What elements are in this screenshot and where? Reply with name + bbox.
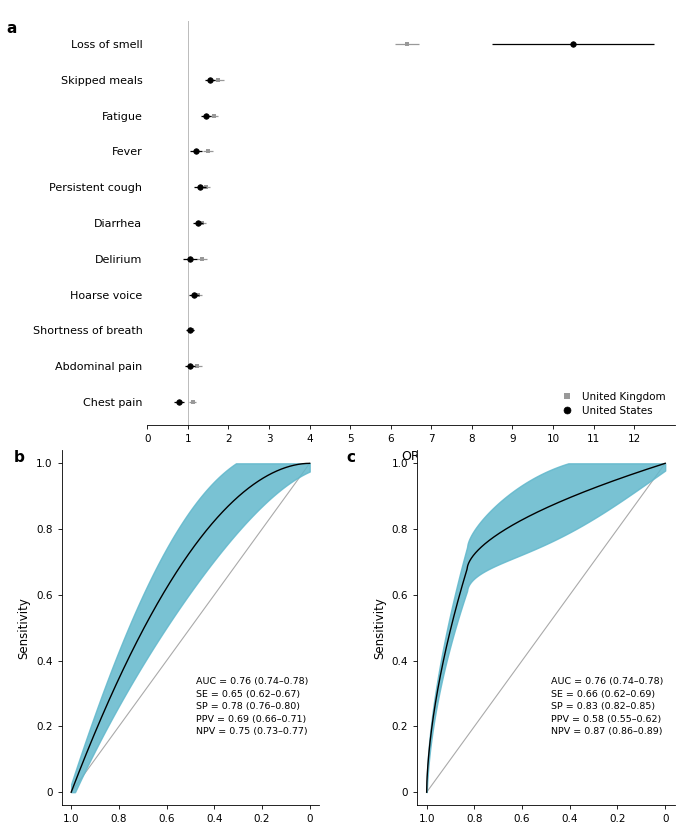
Y-axis label: Sensitivity: Sensitivity: [373, 597, 386, 658]
Text: AUC = 0.76 (0.74–0.78)
SE = 0.66 (0.62–0.69)
SP = 0.83 (0.82–0.85)
PPV = 0.58 (0: AUC = 0.76 (0.74–0.78) SE = 0.66 (0.62–0…: [551, 677, 664, 737]
Text: b: b: [14, 450, 25, 465]
Legend: United Kingdom, United States: United Kingdom, United States: [553, 387, 669, 420]
Text: c: c: [346, 450, 355, 465]
X-axis label: OR: OR: [401, 450, 421, 463]
Y-axis label: Sensitivity: Sensitivity: [18, 597, 31, 658]
Text: a: a: [7, 21, 17, 36]
Text: AUC = 0.76 (0.74–0.78)
SE = 0.65 (0.62–0.67)
SP = 0.78 (0.76–0.80)
PPV = 0.69 (0: AUC = 0.76 (0.74–0.78) SE = 0.65 (0.62–0…: [196, 677, 308, 737]
